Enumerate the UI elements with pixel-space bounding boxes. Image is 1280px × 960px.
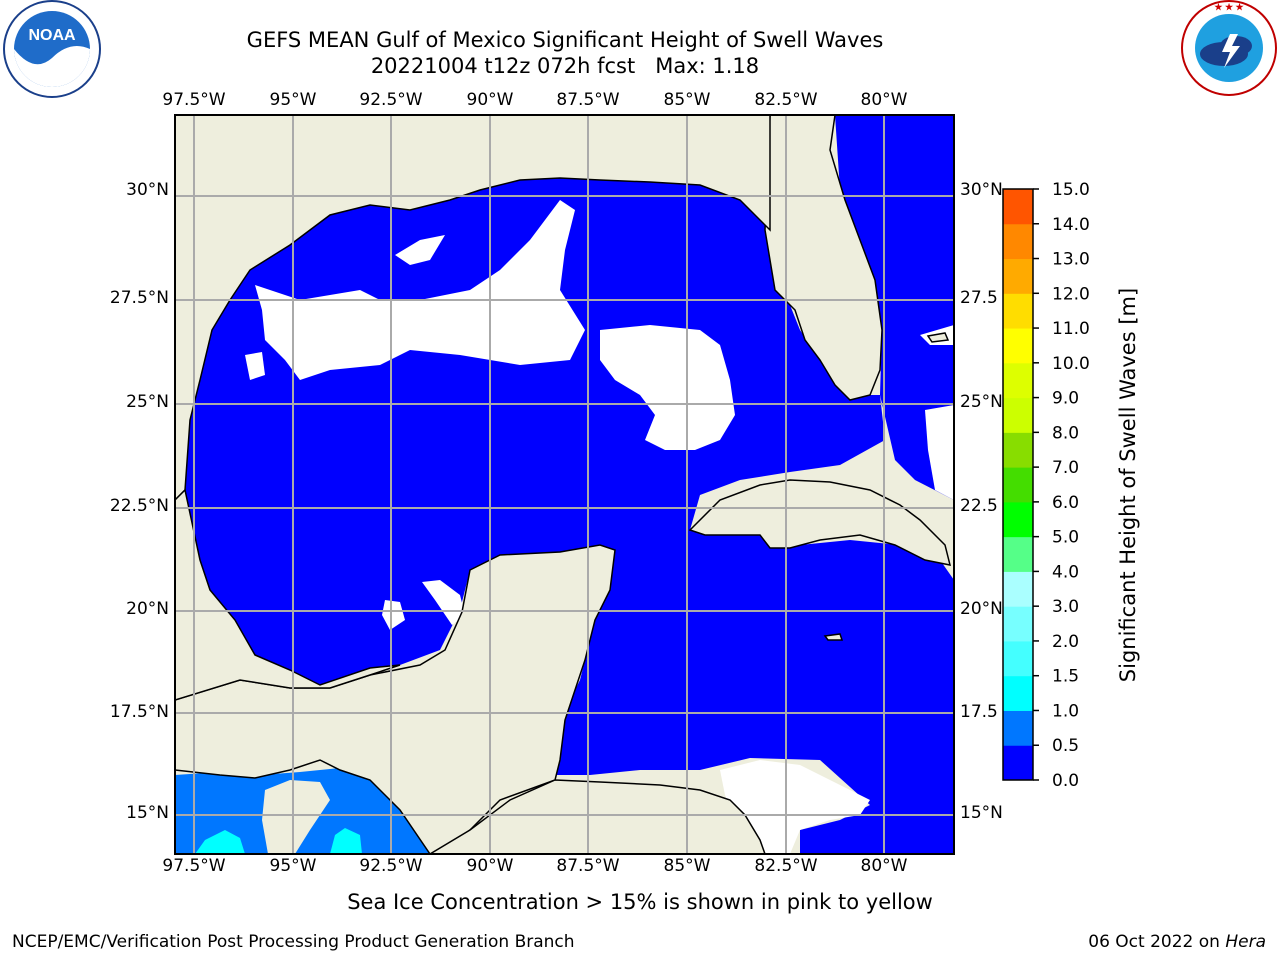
colorbar-label: Significant Height of Swell Waves [m]	[1116, 287, 1140, 683]
colorbar-swatch	[1003, 710, 1033, 746]
lat-label-right: 27.5	[960, 288, 998, 308]
lat-label-left: 17.5°N	[109, 702, 169, 722]
colorbar-tick-label: 13.0	[1052, 250, 1090, 270]
lat-label-right: 17.5	[960, 702, 998, 722]
lat-label-left: 25°N	[126, 392, 169, 412]
colorbar-swatch	[1003, 467, 1033, 503]
footer-machine: Hera	[1225, 932, 1266, 952]
colorbar-swatch	[1003, 745, 1033, 781]
graticule	[175, 115, 954, 854]
chart-title: GEFS MEAN Gulf of Mexico Significant Hei…	[246, 28, 884, 52]
colorbar-tick-label: 6.0	[1052, 493, 1079, 513]
colorbar-swatch	[1003, 293, 1033, 329]
lat-label-right: 15°N	[960, 803, 1003, 823]
lon-label-top: 97.5°W	[162, 90, 226, 110]
land-florida	[764, 115, 883, 401]
lon-label-bottom: 97.5°W	[162, 856, 226, 876]
map-frame	[174, 114, 955, 855]
lon-label-bottom: 85°W	[663, 856, 711, 876]
lat-label-left: 20°N	[126, 599, 169, 619]
land-bahamas-1	[926, 332, 950, 343]
colorbar-swatch	[1003, 536, 1033, 572]
lon-label-bottom: 92.5°W	[359, 856, 423, 876]
footer-date: 06 Oct 2022 on Hera	[1088, 932, 1266, 952]
lon-label-bottom: 80°W	[860, 856, 908, 876]
colorbar-swatch	[1003, 432, 1033, 468]
swell-pacific-cyan-1	[195, 830, 245, 854]
lon-label-top: 85°W	[663, 90, 711, 110]
noaa-logo: NOAA	[0, 0, 108, 100]
colorbar-tick-label: 5.0	[1052, 528, 1079, 548]
colorbar-tick-label: 11.0	[1052, 319, 1090, 339]
colorbar-tick-label: 0.0	[1052, 771, 1079, 791]
colorbar-tick-label: 4.0	[1052, 562, 1079, 582]
land-us-gulf-coast	[175, 115, 771, 502]
colorbar-tick-label: 0.5	[1052, 736, 1079, 756]
colorbar-tick-label: 7.0	[1052, 458, 1079, 478]
sea-ice-note: Sea Ice Concentration > 15% is shown in …	[0, 890, 1280, 914]
colorbar-swatch	[1003, 328, 1033, 364]
colorbar-tick-label: 1.0	[1052, 701, 1079, 721]
colorbar-swatch	[1003, 362, 1033, 399]
pacific-land-tongue	[262, 780, 330, 854]
lat-label-left: 27.5°N	[109, 288, 169, 308]
lat-label-right: 22.5	[960, 496, 998, 516]
swell-pacific-cyan-2	[330, 828, 362, 854]
swell-caribbean-region	[555, 525, 954, 854]
land-mexico-west	[175, 488, 401, 701]
colorbar-tick-label: 12.0	[1052, 284, 1090, 304]
colorbar-tick-label: 15.0	[1052, 180, 1090, 200]
colorbar-tick-label: 14.0	[1052, 215, 1090, 235]
land-central-america	[428, 779, 766, 854]
lon-label-top: 95°W	[269, 90, 317, 110]
colorbar-tick-label: 2.0	[1052, 632, 1079, 652]
colorbar-swatch	[1003, 397, 1033, 433]
lat-label-right: 25°N	[960, 392, 1003, 412]
nodata-patches	[245, 200, 954, 854]
colorbar-tick-label: 1.5	[1052, 667, 1079, 687]
footer-date-text: 06 Oct 2022 on	[1088, 932, 1226, 952]
lat-label-left: 15°N	[126, 803, 169, 823]
svg-text:★ ★ ★: ★ ★ ★	[1214, 2, 1244, 12]
colorbar-tick-label: 3.0	[1052, 597, 1079, 617]
noaa-logo-text: NOAA	[28, 27, 76, 44]
colorbar-swatch	[1003, 571, 1033, 607]
colorbar-swatch	[1003, 223, 1033, 260]
lon-label-bottom: 95°W	[269, 856, 317, 876]
chart-subtitle: 20221004 t12z 072h fcst Max: 1.18	[370, 54, 760, 78]
lon-label-bottom: 82.5°W	[754, 856, 818, 876]
lon-label-bottom: 87.5°W	[556, 856, 620, 876]
colorbar-swatch	[1003, 606, 1033, 642]
lon-label-top: 92.5°W	[359, 90, 423, 110]
colorbar: 0.0 0.5 1.0 1.5 2.0 3.0 4.0 5.0 6.0 7.0 8.0 9.0 10.0…	[1002, 180, 1090, 791]
colorbar-swatch	[1003, 189, 1033, 225]
colorbar-swatch	[1003, 501, 1033, 538]
colorbar-frame	[1002, 188, 1034, 781]
colorbar-swatch	[1003, 675, 1033, 711]
colorbar-tick-label: 9.0	[1052, 389, 1079, 409]
lon-label-top: 82.5°W	[754, 90, 818, 110]
footer-credit: NCEP/EMC/Verification Post Processing Pr…	[12, 932, 575, 952]
colorbar-swatch	[1003, 640, 1033, 677]
lat-label-left: 30°N	[126, 180, 169, 200]
lon-label-bottom: 90°W	[466, 856, 514, 876]
lat-label-left: 22.5°N	[109, 496, 169, 516]
land-jamaica	[823, 633, 844, 641]
colorbar-tick-label: 8.0	[1052, 423, 1079, 443]
lat-label-right: 20°N	[960, 599, 1003, 619]
lon-label-top: 87.5°W	[556, 90, 620, 110]
map-layers	[175, 115, 954, 854]
lon-label-top: 80°W	[860, 90, 908, 110]
lat-label-right: 30°N	[960, 180, 1003, 200]
nws-logo: ★ ★ ★	[1178, 0, 1280, 100]
colorbar-swatch	[1003, 258, 1033, 294]
colorbar-tick-label: 10.0	[1052, 354, 1090, 374]
lon-label-top: 90°W	[466, 90, 514, 110]
sea-ice-note-text: Sea Ice Concentration > 15% is shown in …	[347, 890, 933, 914]
